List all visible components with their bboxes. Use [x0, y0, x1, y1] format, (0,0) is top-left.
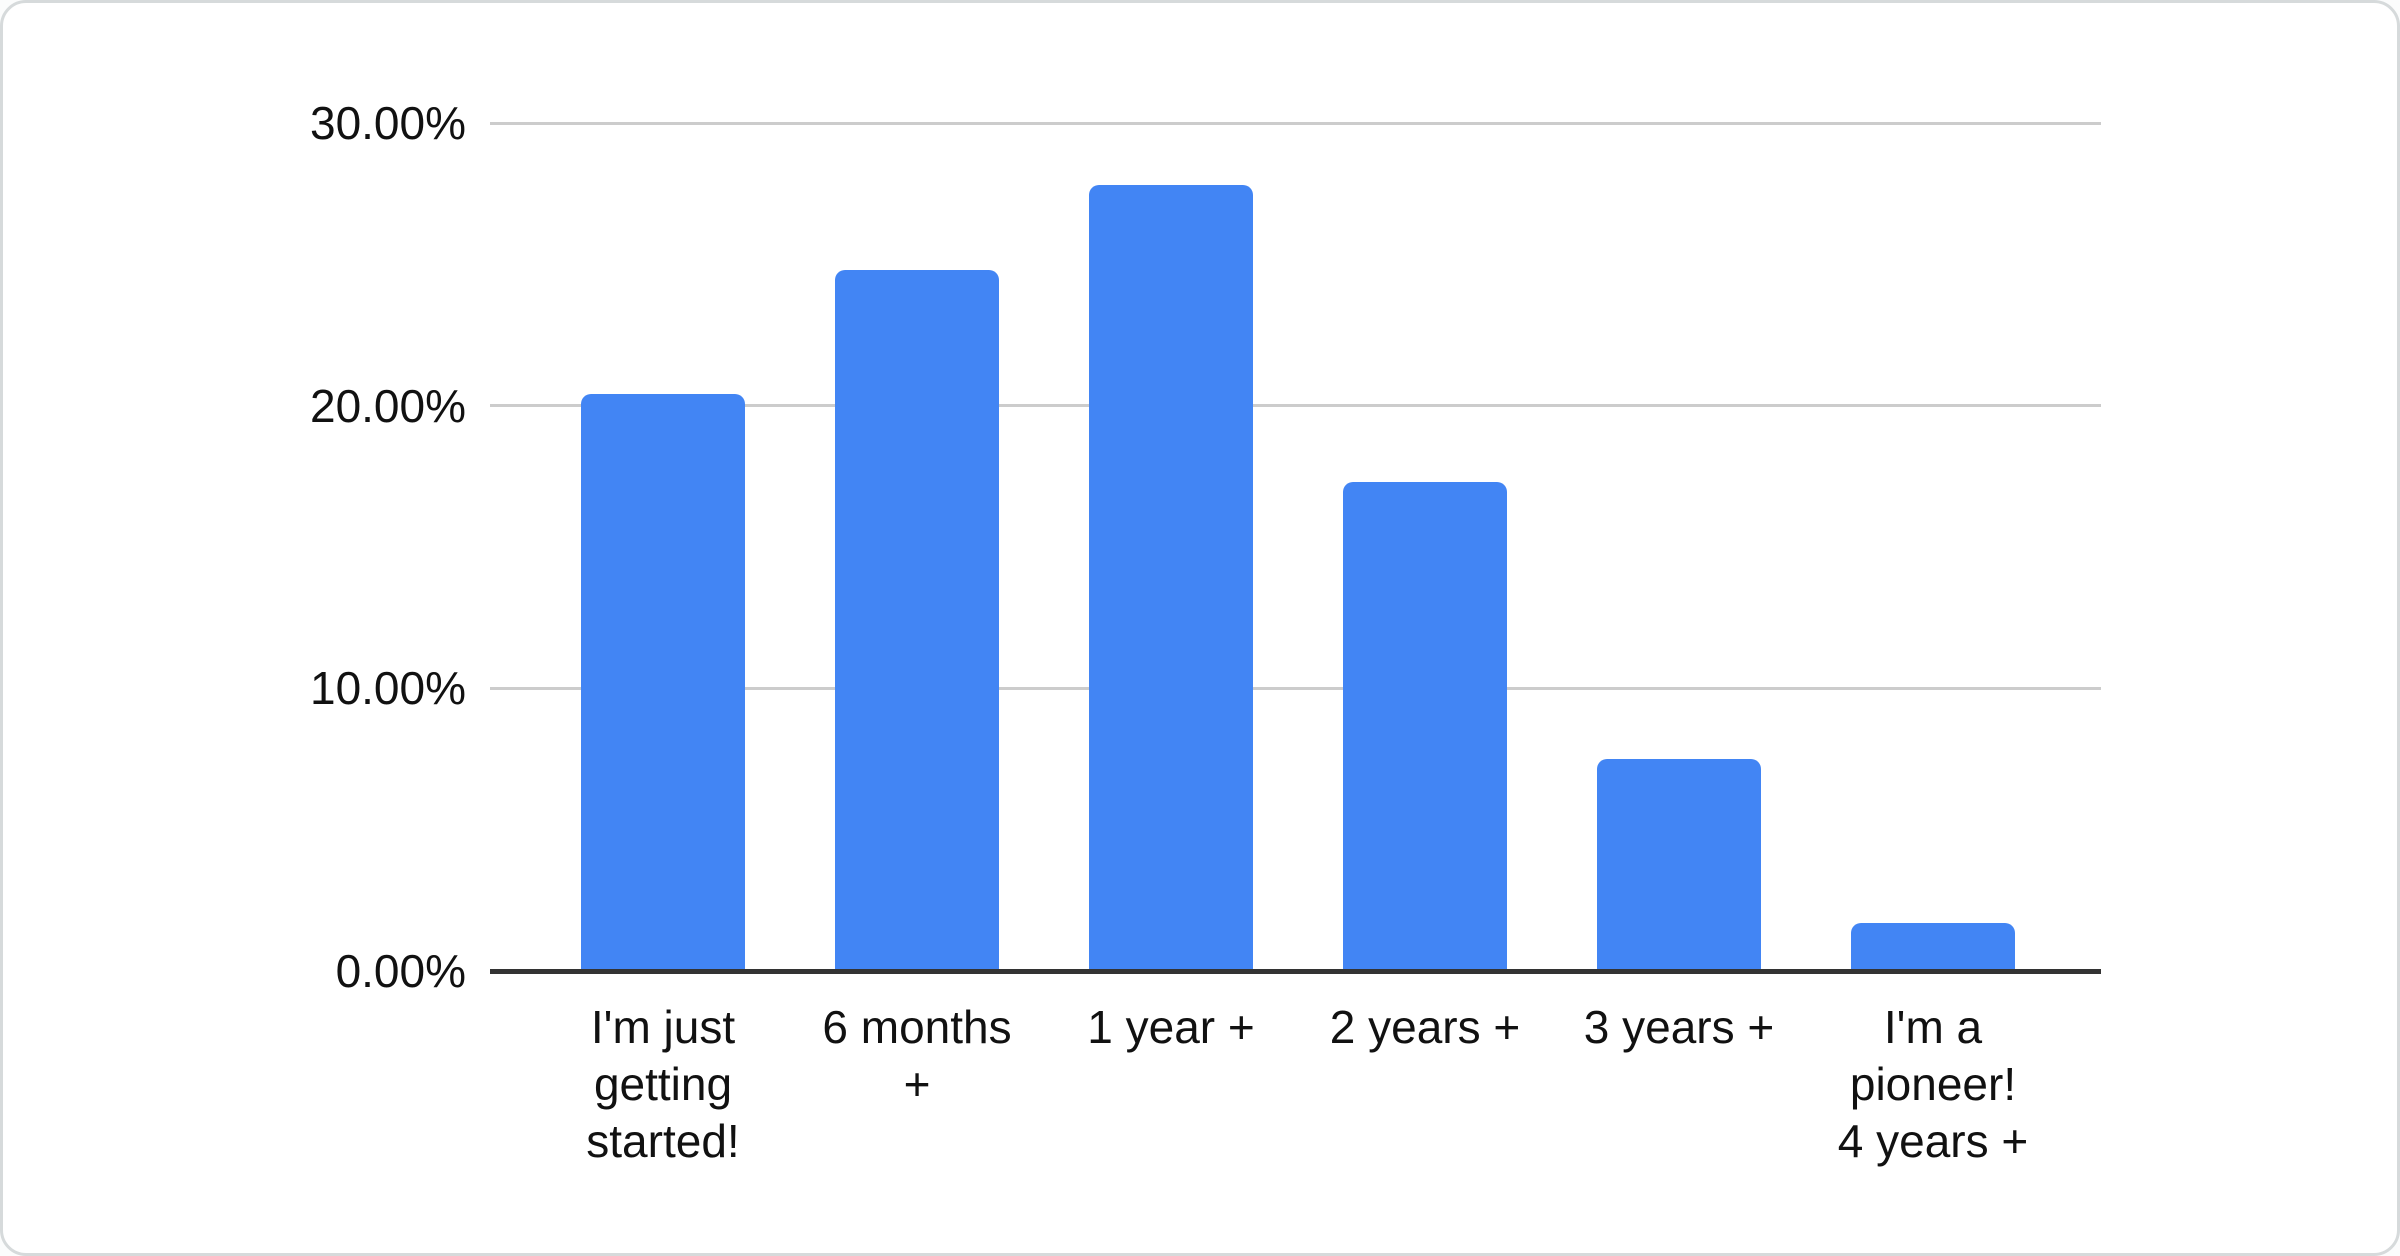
bar-2	[1089, 185, 1253, 971]
bar-5	[1851, 922, 2015, 971]
bar-4	[1597, 759, 1761, 971]
bar-0	[581, 394, 745, 971]
gridline	[490, 404, 2101, 408]
y-axis-tick-label: 10.00%	[309, 662, 466, 715]
x-axis-category-label: 3 years +	[1583, 1001, 1775, 1053]
bar-1	[835, 270, 999, 971]
gridline	[490, 686, 2101, 690]
bar-3	[1343, 482, 1507, 971]
x-axis-category-label: 1 year +	[1087, 1001, 1255, 1053]
plot-area	[490, 121, 2101, 971]
y-axis-tick-label: 20.00%	[309, 379, 466, 432]
y-axis-tick-label: 0.00%	[335, 945, 466, 997]
gridline	[490, 121, 2101, 125]
x-axis-category-label: 2 years +	[1329, 1001, 1521, 1053]
x-axis-category-label: I'm just getting started!	[586, 1001, 740, 1167]
x-axis-baseline	[490, 969, 2101, 974]
x-axis-category-label: 6 months +	[822, 1001, 1012, 1110]
y-axis-tick-label: 30.00%	[309, 97, 466, 149]
x-axis-category-label: I'm a pioneer! 4 years +	[1837, 1001, 2029, 1167]
